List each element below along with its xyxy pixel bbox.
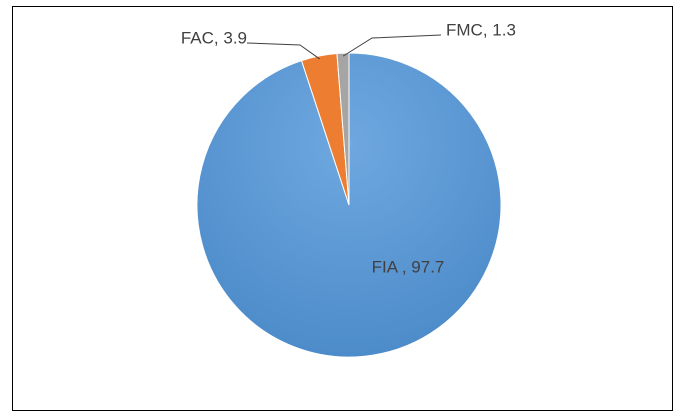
data-label: FIA , 97.7	[372, 257, 445, 276]
leader-line	[342, 34, 442, 57]
data-label: FAC, 3.9	[181, 28, 247, 47]
data-label: FMC, 1.3	[446, 20, 516, 39]
leader-line	[246, 42, 320, 60]
